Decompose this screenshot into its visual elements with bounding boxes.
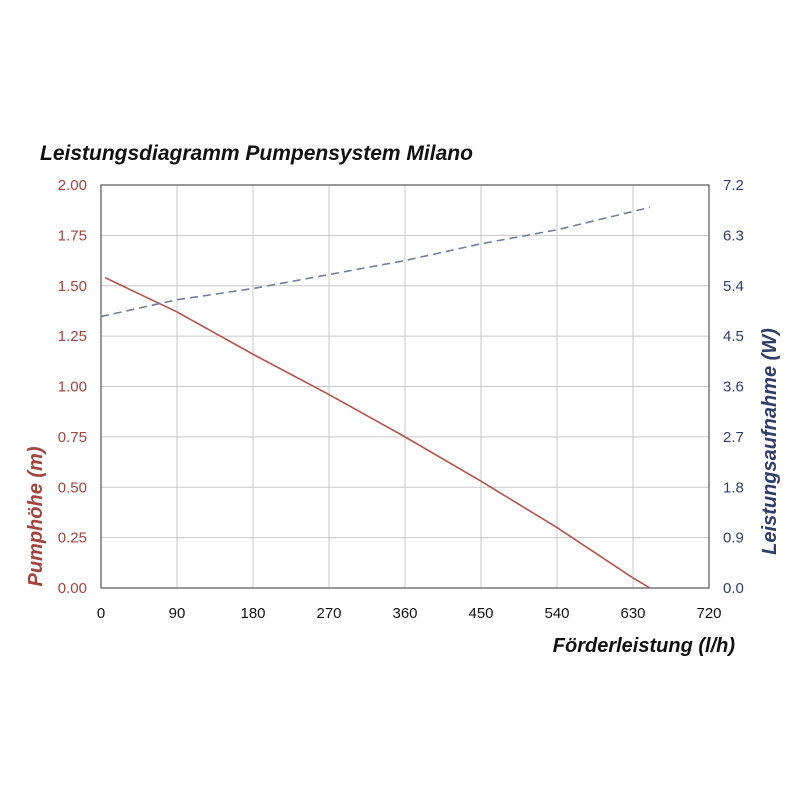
x-tick-label: 270 <box>316 605 341 622</box>
series-line-leistungsaufnahme <box>100 206 651 318</box>
y-right-tick-label: 4.5 <box>723 328 744 345</box>
x-tick-label: 540 <box>544 605 569 622</box>
y-left-tick-labels: 0.00 0.25 0.50 0.75 1.00 1.25 1.50 1.75 2.00 <box>58 177 87 597</box>
x-tick-label: 180 <box>240 605 265 622</box>
x-tick-labels: 0 90 180 270 360 450 540 630 720 <box>97 605 722 622</box>
x-tick-label: 90 <box>169 605 186 622</box>
y-right-tick-label: 6.3 <box>723 227 744 244</box>
plot-frame <box>100 184 710 589</box>
y-left-tick-label: 0.25 <box>58 530 87 547</box>
y-left-tick-label: 0.00 <box>58 580 87 597</box>
y-left-tick-label: 2.00 <box>58 177 87 194</box>
grid <box>100 184 710 589</box>
x-tick-label: 720 <box>696 605 721 622</box>
x-tick-label: 630 <box>620 605 645 622</box>
x-tick-label: 450 <box>468 605 493 622</box>
y-right-tick-label: 1.8 <box>723 479 744 496</box>
y-right-tick-labels: 0.0 0.9 1.8 2.7 3.6 4.5 5.4 6.3 7.2 <box>723 177 744 597</box>
y-left-axis-label: Pumphöhe (m) <box>25 446 47 586</box>
y-right-tick-label: 5.4 <box>723 278 744 295</box>
chart-title: Leistungsdiagramm Pumpensystem Milano <box>40 142 473 165</box>
series-line-pumphoehe <box>104 276 651 589</box>
x-tick-label: 0 <box>97 605 105 622</box>
y-right-tick-label: 3.6 <box>723 379 744 396</box>
y-right-axis-label: Leistungsaufnahme (W) <box>759 328 781 555</box>
y-left-tick-label: 1.25 <box>58 328 87 345</box>
series-layer <box>100 206 651 589</box>
x-axis-label: Förderleistung (l/h) <box>553 635 736 657</box>
y-right-tick-label: 0.9 <box>723 530 744 547</box>
y-right-tick-label: 2.7 <box>723 429 744 446</box>
y-left-tick-label: 1.00 <box>58 379 87 396</box>
y-left-tick-label: 0.75 <box>58 429 87 446</box>
y-left-tick-label: 1.75 <box>58 227 87 244</box>
y-right-tick-label: 0.0 <box>723 580 744 597</box>
y-left-tick-label: 0.50 <box>58 479 87 496</box>
y-right-tick-label: 7.2 <box>723 177 744 194</box>
y-left-tick-label: 1.50 <box>58 278 87 295</box>
x-tick-label: 360 <box>392 605 417 622</box>
